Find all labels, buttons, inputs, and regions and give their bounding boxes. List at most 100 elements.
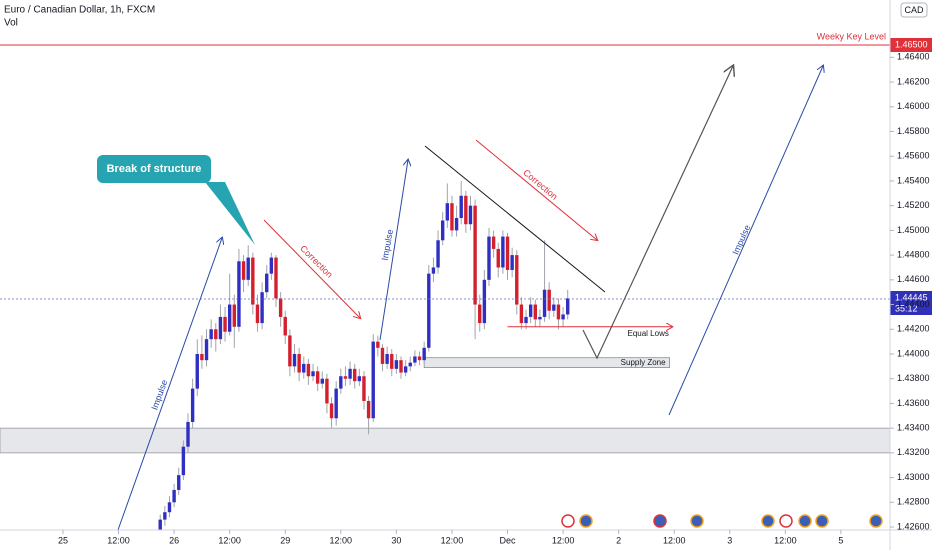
- candle-body: [510, 255, 514, 270]
- correction-arrow: [263, 219, 360, 318]
- candle-body: [218, 316, 223, 340]
- event-icon: [561, 514, 575, 528]
- y-tick-label: 1.43600: [897, 398, 930, 408]
- candle-body: [190, 388, 195, 422]
- candle-body: [566, 298, 570, 315]
- candle-body: [473, 205, 477, 305]
- candle-body: [177, 475, 181, 490]
- y-tick-label: 1.44200: [897, 324, 930, 334]
- candle-body: [427, 273, 431, 348]
- candle-body: [491, 236, 496, 249]
- demand-zone: [0, 427, 890, 454]
- x-tick-label: 26: [169, 535, 179, 545]
- y-tick-label: 1.44400: [897, 299, 930, 309]
- y-tick-label: 1.45400: [897, 175, 930, 185]
- annotation: Correction: [298, 243, 334, 279]
- candle-body: [306, 363, 311, 377]
- event-icon: [869, 514, 883, 528]
- event-icon: [798, 514, 812, 528]
- annotation: Correction: [521, 167, 559, 201]
- event-icon: [815, 514, 829, 528]
- event-icon: [690, 514, 704, 528]
- impulse-arrow: [668, 66, 823, 416]
- candle-body: [431, 267, 436, 274]
- candle-body: [325, 378, 329, 404]
- x-tick-label: 12:00: [774, 535, 797, 545]
- candle-body: [334, 388, 338, 419]
- candle-body: [519, 304, 524, 324]
- candle-body: [255, 304, 260, 324]
- candle-body: [445, 203, 450, 221]
- candle-body: [380, 347, 385, 364]
- candle-body: [371, 341, 375, 419]
- y-tick-label: 1.44000: [897, 348, 930, 358]
- candle-body: [232, 304, 237, 327]
- impulse-arrow: [117, 238, 222, 531]
- x-tick-label: 12:00: [218, 535, 241, 545]
- x-tick-label: 12:00: [552, 535, 575, 545]
- candle-body: [538, 316, 542, 320]
- candle-body: [366, 400, 371, 419]
- y-tick-label: 1.45600: [897, 151, 930, 161]
- countdown: 35:12: [895, 303, 918, 313]
- candle-body: [292, 353, 297, 367]
- candle-body: [353, 368, 357, 382]
- x-tick-label: 12:00: [330, 535, 353, 545]
- candle-body: [408, 362, 412, 367]
- candle-body: [343, 376, 348, 379]
- candle-body: [209, 329, 213, 340]
- volume-label: Vol: [4, 18, 18, 29]
- candle-body: [394, 360, 399, 369]
- candle-body: [440, 220, 445, 241]
- candle-body: [315, 371, 320, 384]
- candle-body: [302, 363, 306, 373]
- candle-body: [223, 316, 227, 332]
- x-tick-label: 5: [838, 535, 843, 545]
- chart-title: Euro / Canadian Dollar, 1h, FXCM: [4, 5, 155, 16]
- candle-body: [403, 366, 408, 373]
- x-tick-label: 12:00: [663, 535, 686, 545]
- candle-body: [227, 304, 232, 332]
- candle-body: [204, 339, 209, 361]
- event-icon: [761, 514, 775, 528]
- candle-body: [172, 489, 176, 503]
- candle-body: [496, 248, 500, 268]
- candle-body: [251, 257, 255, 305]
- candle-body: [552, 304, 556, 311]
- candle-body: [468, 205, 473, 225]
- candle-body: [556, 304, 561, 320]
- y-tick-label: 1.44800: [897, 249, 930, 259]
- candle-body: [528, 304, 533, 317]
- x-tick-label: 12:00: [441, 535, 464, 545]
- candle-body: [348, 368, 352, 379]
- drawings: Impulse Correction Impulse Correction Im…: [97, 66, 823, 531]
- y-tick-label: 1.46000: [897, 101, 930, 111]
- y-tick-label: 1.45800: [897, 126, 930, 136]
- candle-body: [533, 304, 537, 320]
- candle-body: [278, 298, 283, 317]
- impulse-arrow: [379, 160, 408, 341]
- candle-body: [450, 203, 454, 231]
- candle-body: [376, 341, 380, 348]
- callout: [97, 155, 211, 183]
- current-price-label: 1.44445: [895, 292, 928, 302]
- y-tick-label: 1.45000: [897, 225, 930, 235]
- candle-body: [561, 314, 565, 320]
- candle-body: [158, 519, 162, 530]
- y-tick-label: 1.46200: [897, 76, 930, 86]
- event-icon: [653, 514, 667, 528]
- candle-body: [542, 289, 547, 317]
- y-tick-label: 1.44600: [897, 274, 930, 284]
- key-level-box: [890, 37, 932, 52]
- candle-body: [436, 240, 440, 268]
- y-tick-label: 1.42800: [897, 497, 930, 507]
- candle-body: [454, 218, 459, 231]
- event-icon: [779, 514, 793, 528]
- candle-body: [505, 236, 510, 270]
- candle-body: [167, 502, 172, 513]
- candle-body: [547, 289, 551, 311]
- y-tick-label: 1.46400: [897, 52, 930, 62]
- x-tick-label: 30: [391, 535, 401, 545]
- event-icon: [579, 514, 593, 528]
- candle-body: [260, 292, 264, 324]
